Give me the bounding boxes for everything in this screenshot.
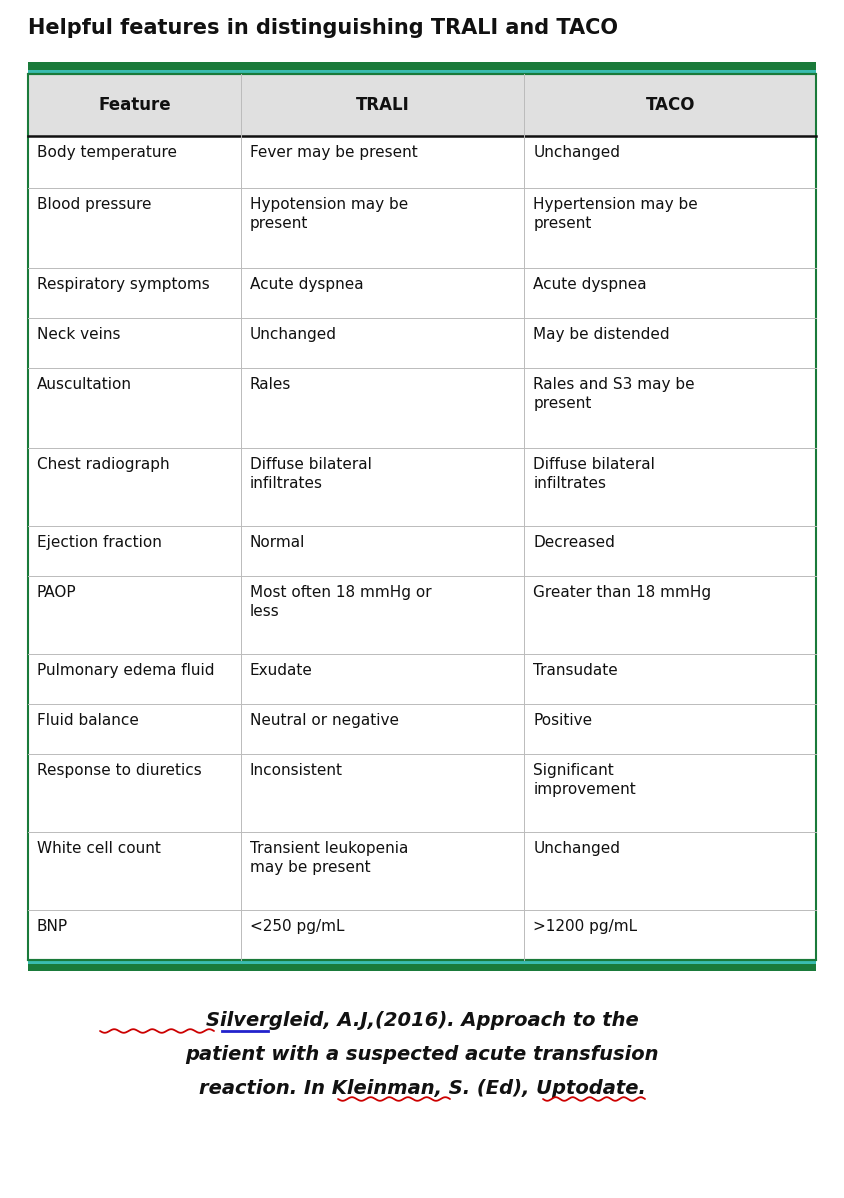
Text: TACO: TACO <box>646 96 695 114</box>
Text: Acute dyspnea: Acute dyspnea <box>533 277 647 292</box>
Text: Unchanged: Unchanged <box>533 145 620 161</box>
Bar <box>28 74 816 137</box>
Text: Acute dyspnea: Acute dyspnea <box>250 277 364 292</box>
Text: Blood pressure: Blood pressure <box>37 196 152 212</box>
Bar <box>28 576 816 654</box>
Text: Transient leukopenia
may be present: Transient leukopenia may be present <box>250 841 408 876</box>
Text: reaction. In Kleinman, S. (Ed), Uptodate.: reaction. In Kleinman, S. (Ed), Uptodate… <box>198 1079 646 1099</box>
Text: >1200 pg/mL: >1200 pg/mL <box>533 919 637 934</box>
Bar <box>28 754 816 831</box>
Text: Unchanged: Unchanged <box>533 841 620 857</box>
Bar <box>28 448 816 526</box>
Text: Auscultation: Auscultation <box>37 377 132 392</box>
Text: Fever may be present: Fever may be present <box>250 145 418 161</box>
Text: Exudate: Exudate <box>250 662 312 678</box>
Text: Hypertension may be
present: Hypertension may be present <box>533 196 698 231</box>
Text: Inconsistent: Inconsistent <box>250 763 343 778</box>
Text: patient with a suspected acute transfusion: patient with a suspected acute transfusi… <box>185 1045 659 1064</box>
Bar <box>28 268 816 317</box>
Text: Silvergleid, A.J,(2016). Approach to the: Silvergleid, A.J,(2016). Approach to the <box>206 1011 638 1030</box>
Text: Diffuse bilateral
infiltrates: Diffuse bilateral infiltrates <box>533 456 655 491</box>
Text: Neck veins: Neck veins <box>37 327 121 341</box>
Text: Decreased: Decreased <box>533 536 615 550</box>
Text: Rales: Rales <box>250 377 291 392</box>
Text: Fluid balance: Fluid balance <box>37 713 139 728</box>
Bar <box>28 368 816 448</box>
Text: Normal: Normal <box>250 536 306 550</box>
Bar <box>28 831 816 910</box>
Bar <box>28 654 816 704</box>
Text: PAOP: PAOP <box>37 585 77 600</box>
Text: Diffuse bilateral
infiltrates: Diffuse bilateral infiltrates <box>250 456 371 491</box>
Bar <box>28 704 816 754</box>
Text: Pulmonary edema fluid: Pulmonary edema fluid <box>37 662 214 678</box>
Bar <box>28 74 816 960</box>
Text: Helpful features in distinguishing TRALI and TACO: Helpful features in distinguishing TRALI… <box>28 18 618 38</box>
Text: Positive: Positive <box>533 713 592 728</box>
Bar <box>28 960 816 964</box>
Text: BNP: BNP <box>37 919 68 934</box>
Bar <box>28 910 816 960</box>
Text: Transudate: Transudate <box>533 662 618 678</box>
Text: Most often 18 mmHg or
less: Most often 18 mmHg or less <box>250 585 431 619</box>
Text: Rales and S3 may be
present: Rales and S3 may be present <box>533 377 695 411</box>
Text: <250 pg/mL: <250 pg/mL <box>250 919 344 934</box>
Text: Chest radiograph: Chest radiograph <box>37 456 170 472</box>
Text: Unchanged: Unchanged <box>250 327 337 341</box>
Text: Respiratory symptoms: Respiratory symptoms <box>37 277 210 292</box>
Bar <box>28 964 816 972</box>
Bar <box>28 62 816 69</box>
Text: Response to diuretics: Response to diuretics <box>37 763 202 778</box>
Bar <box>28 137 816 188</box>
Text: TRALI: TRALI <box>355 96 409 114</box>
Text: Greater than 18 mmHg: Greater than 18 mmHg <box>533 585 711 600</box>
Text: May be distended: May be distended <box>533 327 670 341</box>
Text: White cell count: White cell count <box>37 841 161 857</box>
Text: Feature: Feature <box>98 96 170 114</box>
Text: Neutral or negative: Neutral or negative <box>250 713 398 728</box>
Bar <box>28 526 816 576</box>
Text: Body temperature: Body temperature <box>37 145 177 161</box>
Text: Significant
improvement: Significant improvement <box>533 763 636 797</box>
Bar <box>28 69 816 74</box>
Bar <box>28 188 816 268</box>
Text: Hypotension may be
present: Hypotension may be present <box>250 196 408 231</box>
Text: Ejection fraction: Ejection fraction <box>37 536 162 550</box>
Bar <box>28 317 816 368</box>
